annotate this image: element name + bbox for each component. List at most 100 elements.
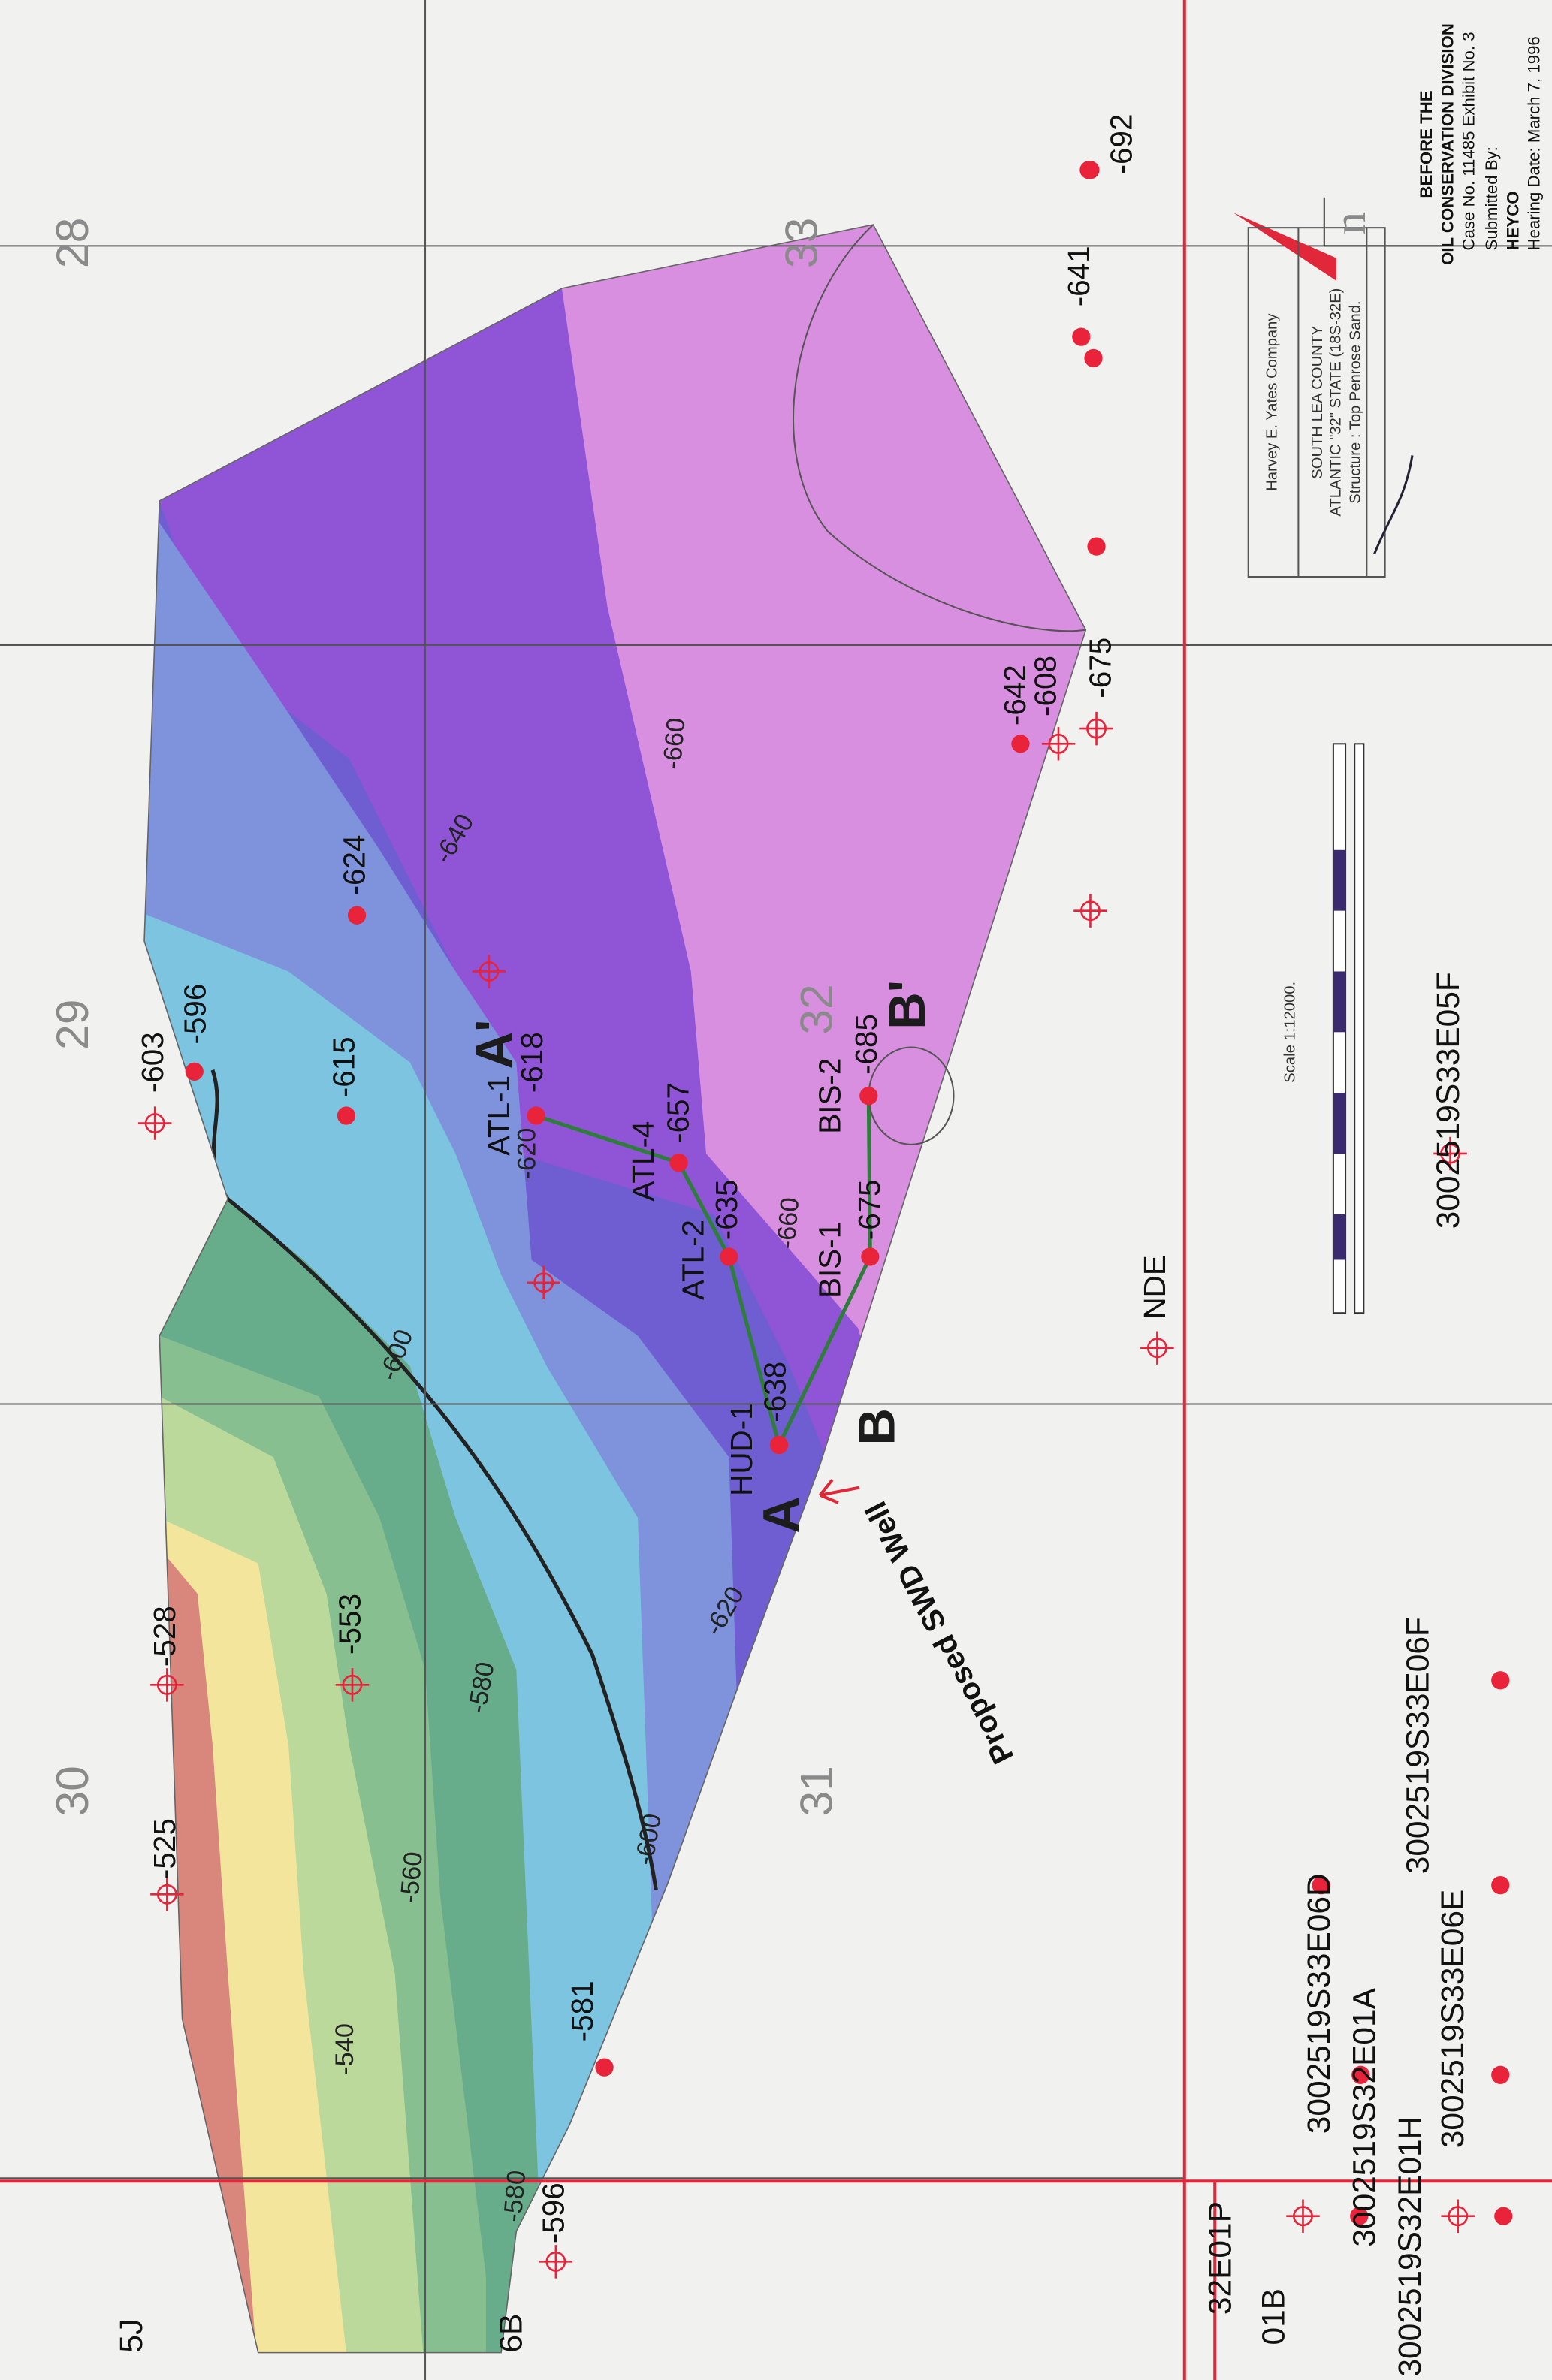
well-value: -675 (852, 1179, 886, 1240)
well-dot (185, 1062, 204, 1081)
well-symbol (527, 1265, 560, 1300)
contour-label: -560 (395, 1851, 428, 1905)
contour-label: -620 (513, 1128, 542, 1180)
api-label: 3002519S33E06F (1400, 1617, 1435, 1874)
well-value: -608 (1028, 656, 1063, 716)
well-name: ATL-4 (626, 1121, 660, 1202)
api-label: 3002519S32E01H (1392, 2116, 1427, 2377)
cross-section-letter: A' (465, 1019, 523, 1069)
zone-salmon (144, 225, 258, 2353)
well-dot (1072, 327, 1091, 346)
title-block-text: SOUTH LEA COUNTY (1309, 325, 1326, 479)
contour-line (793, 225, 1086, 632)
api-label: 01B (1255, 2288, 1291, 2345)
scale-bar-segment (1333, 849, 1346, 911)
well-value: -596 (177, 984, 212, 1045)
well-symbol (1079, 711, 1113, 746)
well-cross (1073, 894, 1107, 928)
exhibit-hearing: Hearing Date: March 7, 1996 (1525, 36, 1544, 250)
title-block-text: ATLANTIC "32" STATE (18S-32E) (1327, 288, 1344, 517)
exhibit-company: HEYCO (1503, 191, 1522, 250)
section-number: 32 (791, 984, 842, 1034)
cross-section-a (535, 1114, 781, 1446)
well-dot (1087, 537, 1106, 556)
title-block-text: Harvey E. Yates Company (1264, 313, 1280, 491)
well-dot (527, 1106, 545, 1125)
api-label: 32E01P (1203, 2201, 1238, 2315)
well-cross (1441, 2199, 1475, 2233)
well-dot (1494, 2207, 1513, 2225)
well-value: -615 (327, 1036, 361, 1097)
well-value: -685 (849, 1014, 883, 1075)
well-name: HUD-1 (724, 1403, 759, 1495)
well-name: ATL-2 (676, 1220, 711, 1300)
well-value: -641 (1061, 246, 1096, 306)
api-label: 3002519S33E05F (1430, 972, 1466, 1229)
well-value: -692 (1104, 114, 1139, 175)
well-symbol (137, 1106, 172, 1140)
well-dot (1350, 2207, 1369, 2225)
title-block (1247, 227, 1386, 578)
well-name: ATL-1 (482, 1075, 516, 1156)
well-dot (1351, 2065, 1370, 2084)
well-dot (1011, 735, 1030, 753)
zone-mid-green (144, 225, 486, 2353)
well-symbol (1140, 1331, 1174, 1365)
api-label: 3002519S33E06E (1435, 1890, 1470, 2149)
title-block-text: Structure : Top Penrose Sand. (1348, 300, 1364, 503)
cross-section-letter: B' (878, 980, 936, 1030)
well-value: -635 (709, 1179, 744, 1240)
well-cross (539, 2245, 573, 2279)
well-dot (720, 1247, 738, 1266)
well-dot (1312, 1876, 1330, 1895)
well-symbol (539, 2245, 573, 2279)
well-cross (472, 955, 506, 988)
well-symbol (335, 1668, 370, 1702)
scale-bar-segment (1333, 1093, 1346, 1154)
well-dot (1491, 1876, 1510, 1895)
well-dot (595, 2058, 614, 2077)
exhibit-heading: BEFORE THE (1417, 90, 1436, 198)
cross-section-letter: B (848, 1408, 906, 1446)
exhibit-submitted: Submitted By: (1482, 146, 1501, 250)
well-cross (1041, 727, 1076, 761)
well-cross (137, 1106, 172, 1140)
north-arrow (1233, 212, 1336, 281)
well-symbol (150, 1668, 184, 1702)
well-name: NDE (1137, 1255, 1172, 1319)
section-number: 28 (47, 218, 98, 268)
scale-label: Scale 1:12000. (1282, 982, 1299, 1083)
scale-bar-segment (1333, 1214, 1346, 1260)
well-symbol (1073, 894, 1107, 928)
well-cross (1433, 1136, 1467, 1171)
signature (1373, 455, 1414, 555)
section-number: 29 (47, 999, 98, 1049)
well-symbol (1286, 2199, 1320, 2233)
api-label: 6B (493, 2314, 528, 2353)
scale-bar-frame (1354, 743, 1365, 1314)
well-value: -596 (536, 2182, 571, 2243)
well-dot (1491, 1671, 1510, 1690)
scale-bar-segment (1333, 971, 1346, 1033)
well-cross (150, 1878, 184, 1911)
well-value: -553 (333, 1594, 367, 1655)
north-label: n (1325, 212, 1375, 234)
api-label: 3002519S33E06D (1301, 1873, 1336, 2134)
well-symbol (1041, 727, 1076, 761)
well-value: -581 (565, 1980, 599, 2041)
well-dot (1079, 161, 1098, 179)
scale-bar (1332, 743, 1365, 1314)
well-symbol (1441, 2199, 1475, 2233)
well-name: BIS-1 (812, 1222, 847, 1298)
well-value: -675 (1082, 638, 1117, 698)
contour-label: -580 (498, 2169, 531, 2223)
well-dot (1084, 348, 1103, 368)
exhibit-case: Case No. 11485 Exhibit No. 3 (1460, 32, 1478, 250)
well-value: -603 (135, 1032, 170, 1093)
contour-label: -540 (331, 2023, 359, 2075)
well-value: -525 (147, 1818, 182, 1879)
well-cross (335, 1668, 370, 1702)
well-value: -657 (660, 1082, 695, 1143)
well-dot (859, 1087, 878, 1106)
